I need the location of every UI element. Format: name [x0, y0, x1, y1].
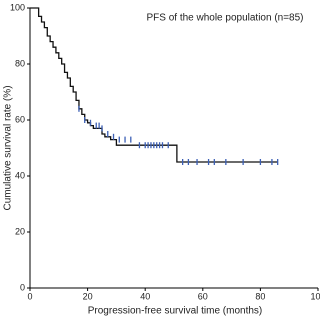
- x-tick-label: 100: [310, 291, 320, 301]
- x-tick-label: 20: [83, 291, 93, 301]
- y-tick-label: 80: [15, 58, 25, 68]
- chart-title: PFS of the whole population (n=85): [146, 13, 303, 24]
- y-tick-label: 0: [20, 282, 25, 292]
- y-axis-label: Cumulative survival rate (%): [3, 85, 14, 210]
- y-tick-label: 60: [15, 114, 25, 124]
- x-tick-label: 80: [255, 291, 265, 301]
- x-axis-label: Progression-free survival time (months): [88, 306, 263, 317]
- x-tick-label: 40: [140, 291, 150, 301]
- y-tick-label: 20: [15, 226, 25, 236]
- x-tick-label: 0: [27, 291, 32, 301]
- x-tick-label: 60: [198, 291, 208, 301]
- y-tick-label: 40: [15, 170, 25, 180]
- y-tick-label: 100: [10, 2, 25, 12]
- survival-curve: [30, 7, 278, 163]
